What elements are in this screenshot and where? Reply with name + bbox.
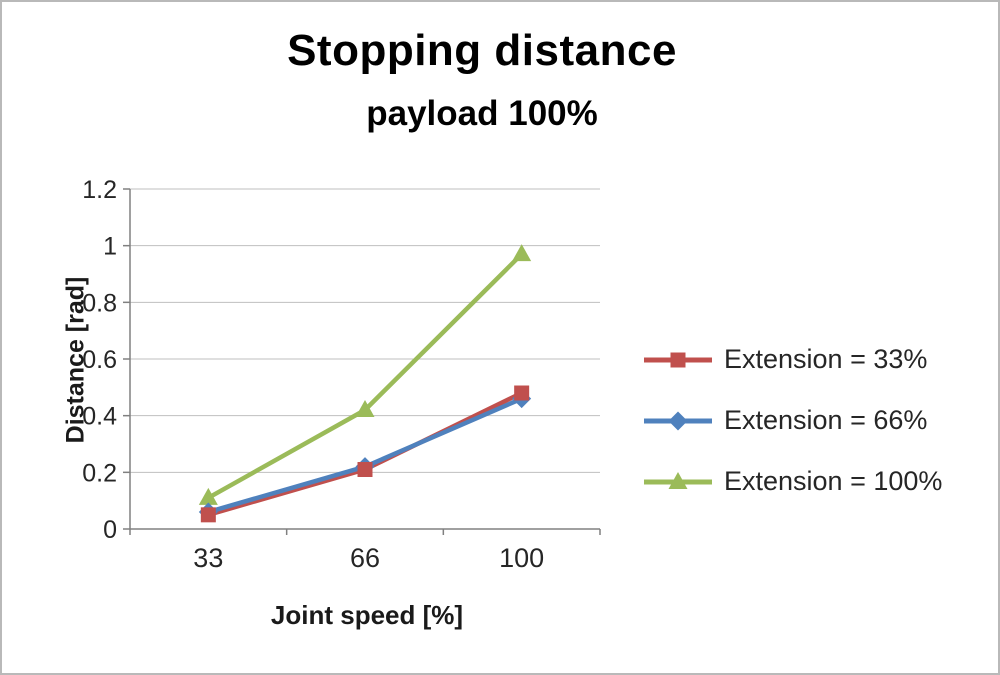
square-marker	[357, 462, 373, 477]
triangle-marker	[512, 244, 532, 262]
legend-item: Extension = 100%	[642, 466, 942, 497]
square-marker	[514, 385, 530, 401]
y-tick-label: 0.4	[82, 403, 117, 431]
legend-label: Extension = 33%	[724, 344, 928, 374]
triangle-marker	[668, 471, 688, 489]
legend-key-sample	[644, 352, 712, 367]
x-axis-title: Joint speed [%]	[270, 600, 464, 630]
legend-item: Extension = 33%	[642, 344, 942, 375]
legend-item: Extension = 66%	[642, 405, 942, 436]
y-tick-label: 0.8	[82, 289, 117, 317]
x-tick-label: 66	[350, 543, 380, 573]
square-marker	[670, 352, 686, 367]
chart-subtitle: payload 100%	[366, 94, 598, 133]
x-tick-label: 33	[193, 543, 223, 573]
triangle-marker	[198, 487, 218, 505]
square-marker	[200, 507, 216, 523]
diamond-marker	[668, 411, 688, 430]
y-tick-label: 1.2	[82, 176, 117, 204]
legend-key-sample	[644, 411, 712, 430]
legend-key-sample	[644, 471, 712, 489]
y-tick-label: 1	[103, 233, 117, 261]
x-tick-label: 100	[499, 543, 544, 573]
legend: Extension = 33% Extension = 66% Extension …	[642, 344, 942, 497]
y-tick-label: 0.2	[82, 459, 117, 487]
plot-area: 0 0.2 0.4 0.6 0.8 1 1.2 33 66 100	[82, 176, 601, 573]
y-tick-label: 0.6	[82, 346, 117, 374]
legend-label: Extension = 66%	[724, 405, 928, 435]
chart-title: Stopping distance	[287, 26, 677, 75]
legend-label: Extension = 100%	[724, 466, 943, 496]
y-tick-label: 0	[103, 516, 117, 544]
triangle-marker	[355, 400, 375, 417]
